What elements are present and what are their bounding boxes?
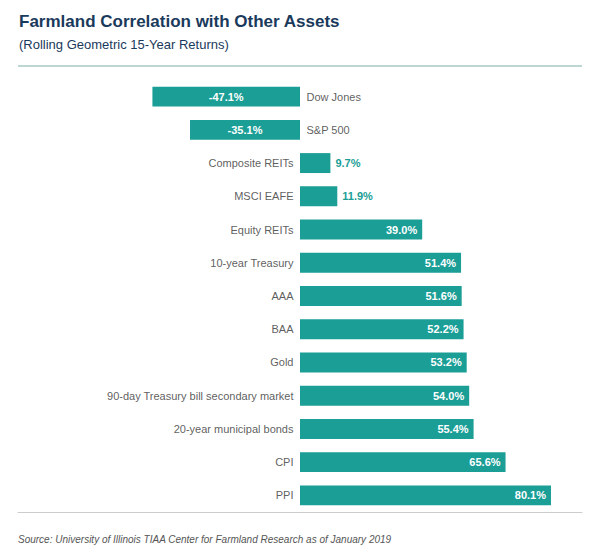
svg-text:Equity REITs: Equity REITs (231, 224, 294, 236)
svg-text:51.6%: 51.6% (425, 290, 456, 302)
svg-text:53.2%: 53.2% (430, 356, 461, 368)
svg-text:PPI: PPI (276, 489, 294, 501)
svg-text:-47.1%: -47.1% (209, 91, 244, 103)
svg-text:11.9%: 11.9% (342, 190, 373, 202)
svg-text:Composite REITs: Composite REITs (209, 157, 294, 169)
svg-text:BAA: BAA (271, 323, 294, 335)
svg-text:S&P 500: S&P 500 (307, 124, 350, 136)
svg-text:Gold: Gold (270, 356, 293, 368)
svg-text:54.0%: 54.0% (433, 390, 464, 402)
svg-text:Source: University of Illinois: Source: University of Illinois TIAA Cent… (18, 534, 392, 545)
svg-text:Dow Jones: Dow Jones (307, 91, 362, 103)
svg-text:9.7%: 9.7% (335, 157, 360, 169)
svg-text:51.4%: 51.4% (425, 257, 456, 269)
svg-text:AAA: AAA (271, 290, 294, 302)
svg-text:80.1%: 80.1% (515, 489, 546, 501)
svg-text:90-day Treasury bill secondary: 90-day Treasury bill secondary market (107, 390, 293, 402)
svg-text:39.0%: 39.0% (386, 224, 417, 236)
svg-text:52.2%: 52.2% (427, 323, 458, 335)
svg-text:20-year municipal bonds: 20-year municipal bonds (174, 423, 294, 435)
svg-text:10-year Treasury: 10-year Treasury (210, 257, 294, 269)
svg-text:Farmland Correlation with Othe: Farmland Correlation with Other Assets (19, 12, 340, 31)
svg-text:(Rolling Geometric 15-Year Ret: (Rolling Geometric 15-Year Returns) (19, 37, 229, 52)
svg-text:CPI: CPI (275, 456, 293, 468)
svg-text:MSCI EAFE: MSCI EAFE (234, 190, 293, 202)
svg-text:-35.1%: -35.1% (228, 124, 263, 136)
svg-text:55.4%: 55.4% (437, 423, 468, 435)
svg-text:65.6%: 65.6% (469, 456, 500, 468)
